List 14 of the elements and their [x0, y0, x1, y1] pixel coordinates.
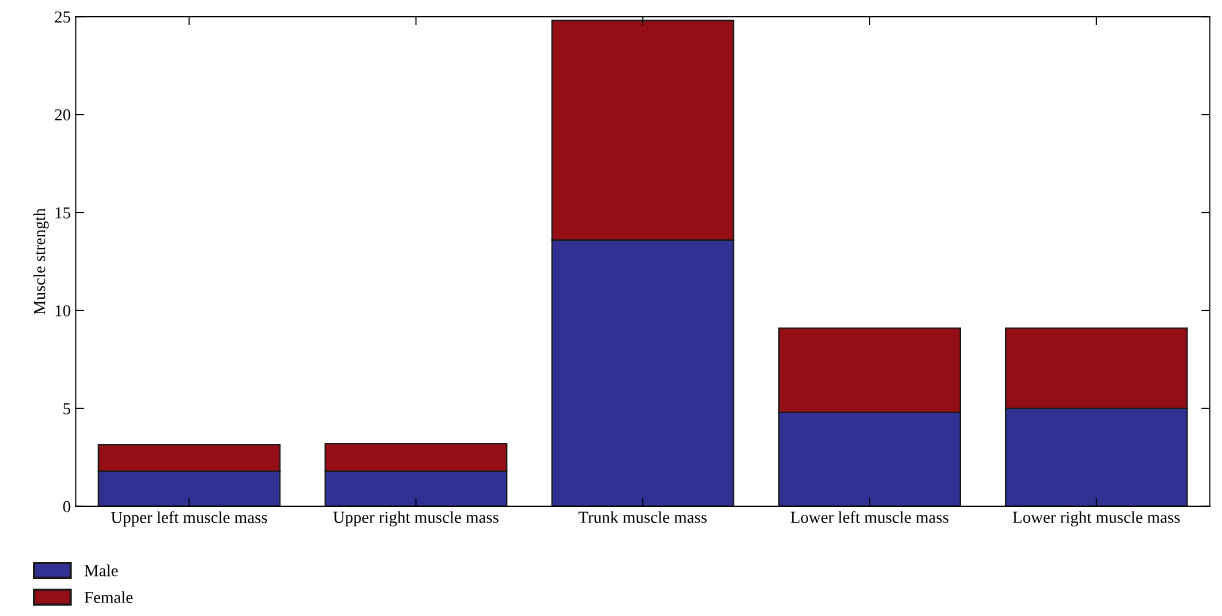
legend-label: Female	[84, 591, 133, 604]
y-tick-label: 10	[55, 305, 71, 317]
x-tick-label: Upper right muscle mass	[333, 511, 499, 527]
y-tick-label: 20	[54, 109, 71, 121]
y-axis-title: Muscle strength	[33, 208, 49, 315]
x-tick-label: Trunk muscle mass	[578, 511, 707, 523]
y-tick-label: 15	[55, 207, 71, 219]
y-tick-label: 5	[63, 403, 71, 415]
x-tick-label: Lower right muscle mass	[1012, 511, 1180, 527]
x-tick-label: Lower left muscle mass	[790, 511, 949, 523]
legend-label: Male	[84, 564, 118, 577]
y-tick-label: 25	[54, 11, 71, 23]
y-tick-label: 0	[63, 501, 71, 513]
x-tick-label: Upper left muscle mass	[111, 511, 268, 527]
